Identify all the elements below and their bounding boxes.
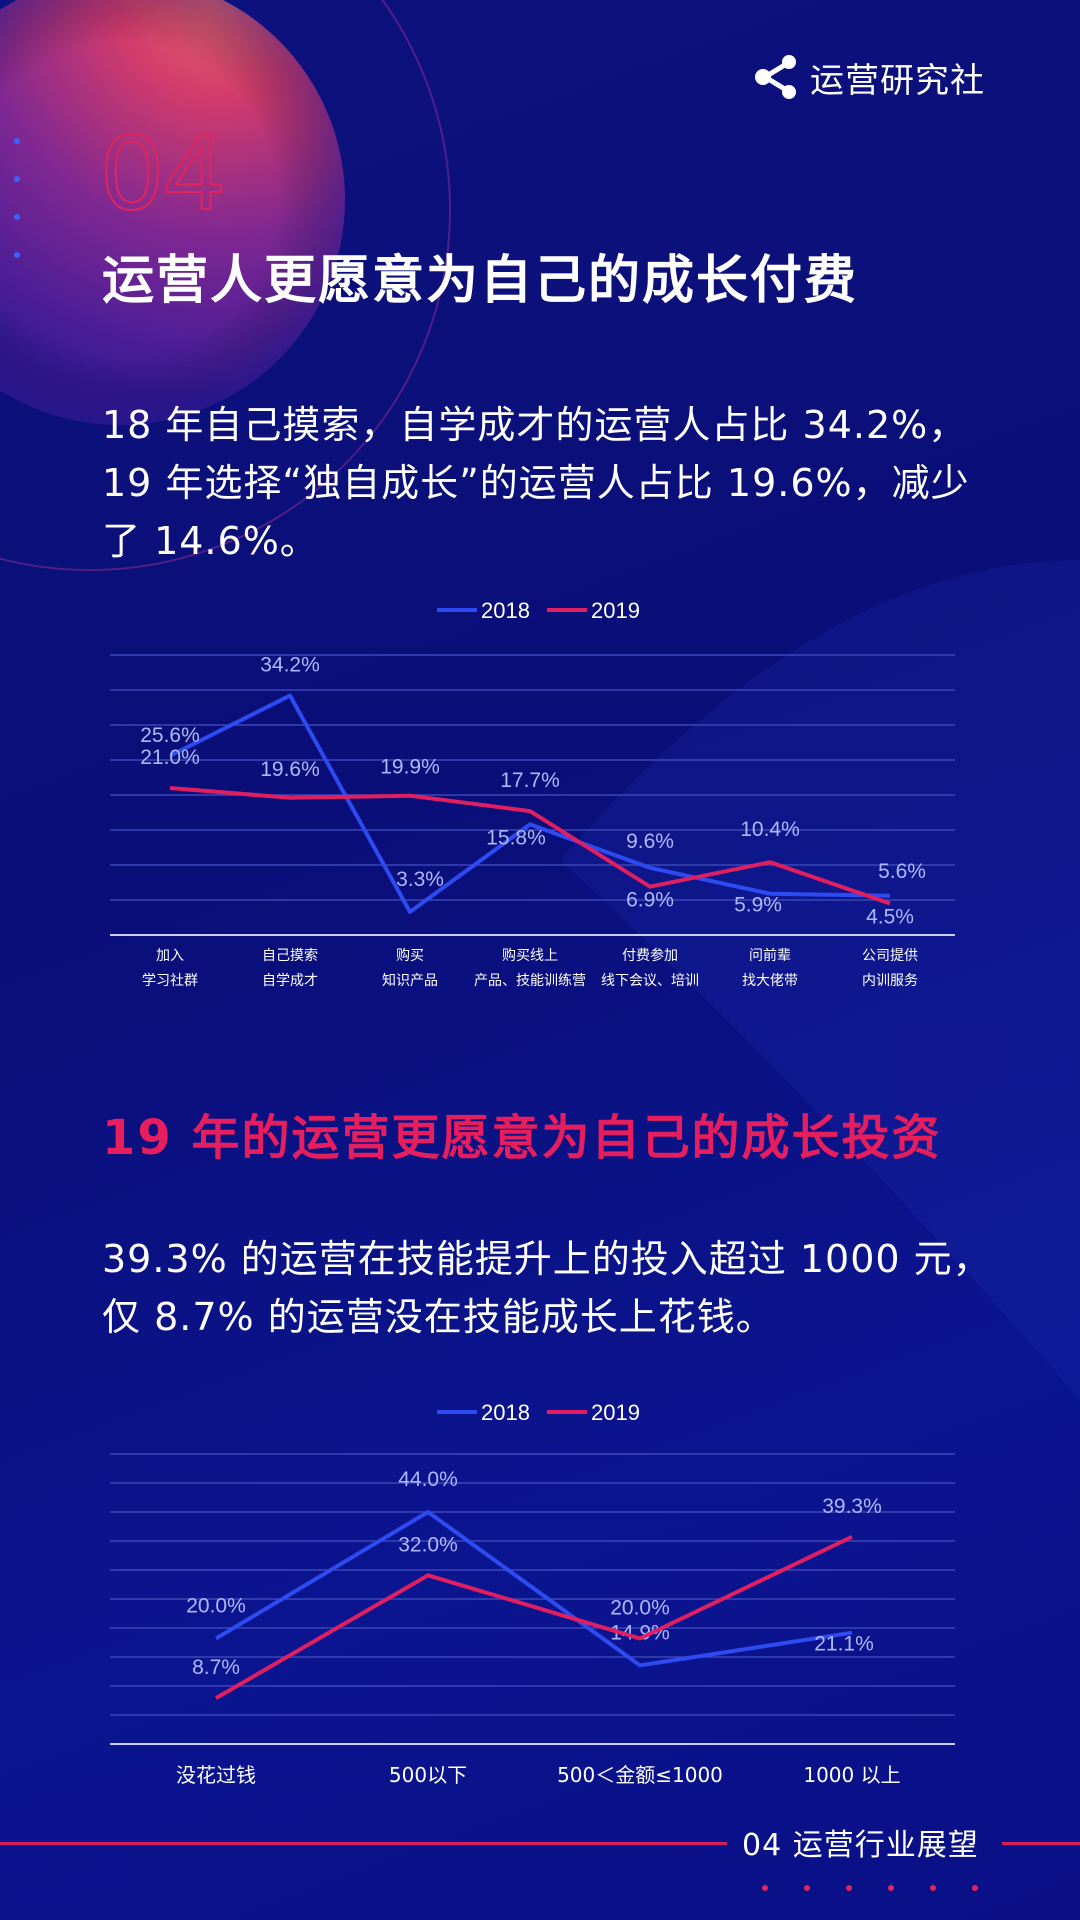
footer-divider (0, 1842, 727, 1845)
paragraph-2-line: 仅 8.7% 的运营没在技能成长上花钱。 (102, 1295, 775, 1339)
series-line-2019 (214, 1534, 853, 1700)
brand-name: 运营研究社 (810, 60, 985, 101)
data-label: 39.3% (822, 1495, 882, 1518)
section-number: 04 (101, 111, 227, 232)
category-label: 购买 (396, 948, 424, 964)
data-label: 25.6% (140, 724, 200, 747)
data-label: 20.0% (610, 1597, 670, 1620)
footer-label: 04 运营行业展望 (742, 1828, 979, 1863)
category-label: 找大佬带 (742, 973, 798, 989)
data-label: 6.9% (626, 889, 674, 912)
legend-label: 2018 (481, 1400, 530, 1425)
legend-label: 2019 (591, 1400, 640, 1425)
data-label: 10.4% (740, 818, 800, 841)
data-label: 4.5% (866, 906, 914, 929)
data-label: 9.6% (626, 830, 674, 853)
category-label: 自己摸索 (262, 947, 318, 964)
data-label: 21.1% (814, 1633, 874, 1656)
legend-label: 2019 (591, 598, 640, 623)
category-label: 加入 (156, 948, 184, 964)
paragraph-2-line: 39.3% 的运营在技能提升上的投入超过 1000 元， (102, 1237, 992, 1281)
data-label: 19.9% (380, 756, 440, 779)
series-line-2018 (214, 1510, 853, 1668)
data-label: 34.2% (260, 654, 320, 677)
chart-learning-methods: 2018 2019 25.6% 34.2% 3.3% 15.8% 9.6% 5.9% 5.6% 2… (110, 598, 955, 989)
data-label: 32.0% (398, 1533, 458, 1556)
data-label: 5.6% (878, 860, 926, 883)
category-label: 问前辈 (749, 947, 791, 964)
paragraph-1-line: 了 14.6%。 (102, 519, 319, 563)
paragraph-1: 18 年自己摸索，自学成才的运营人占比 34.2%， 19 年选择“独自成长”的… (102, 396, 1002, 570)
side-dots (14, 138, 20, 290)
series-line-2018 (169, 693, 891, 914)
paragraph-2: 39.3% 的运营在技能提升上的投入超过 1000 元， 仅 8.7% 的运营没… (102, 1230, 1002, 1346)
data-label: 20.0% (186, 1595, 246, 1618)
legend-label: 2018 (481, 598, 530, 623)
data-label: 17.7% (500, 769, 560, 792)
section-title: 运营人更愿意为自己的成长付费 (102, 251, 859, 311)
data-label: 3.3% (396, 868, 444, 891)
data-label: 21.0% (140, 746, 200, 769)
category-label: 1000 以上 (803, 1763, 900, 1787)
data-label: 15.8% (486, 826, 546, 849)
share-nodes-icon (755, 55, 796, 99)
paragraph-1-line: 18 年自己摸索，自学成才的运营人占比 34.2%， (102, 403, 968, 447)
data-label: 44.0% (398, 1468, 458, 1491)
category-label: 学习社群 (142, 973, 198, 989)
footer-dots (762, 1885, 978, 1891)
category-label: 知识产品 (382, 972, 438, 989)
category-label: 产品、技能训练营 (474, 973, 586, 989)
data-label: 8.7% (192, 1656, 240, 1679)
category-label: 购买线上 (502, 948, 558, 964)
category-label: 公司提供 (862, 948, 918, 964)
brand-logo: 运营研究社 (752, 52, 985, 102)
section-subtitle: 19 年的运营更愿意为自己的成长投资 (102, 1110, 942, 1166)
category-label: 自学成才 (262, 973, 318, 989)
data-label: 14.9% (610, 1621, 670, 1644)
category-label: 没花过钱 (176, 1763, 256, 1787)
data-label: 5.9% (734, 894, 782, 917)
category-label: 500以下 (389, 1763, 467, 1787)
footer-divider (1002, 1842, 1080, 1845)
category-label: 500＜金额≤1000 (557, 1763, 723, 1787)
series-line-2019 (169, 786, 891, 906)
category-label: 内训服务 (862, 973, 918, 989)
chart-spending: 2018 2019 20.0% 44.0% 14.9% 21.1% 8.7% 32.0% 20.… (110, 1400, 955, 1787)
category-label: 付费参加 (622, 947, 678, 964)
paragraph-1-line: 19 年选择“独自成长”的运营人占比 19.6%，减少 (102, 461, 970, 505)
category-label: 线下会议、培训 (601, 973, 699, 989)
data-label: 19.6% (260, 758, 320, 781)
